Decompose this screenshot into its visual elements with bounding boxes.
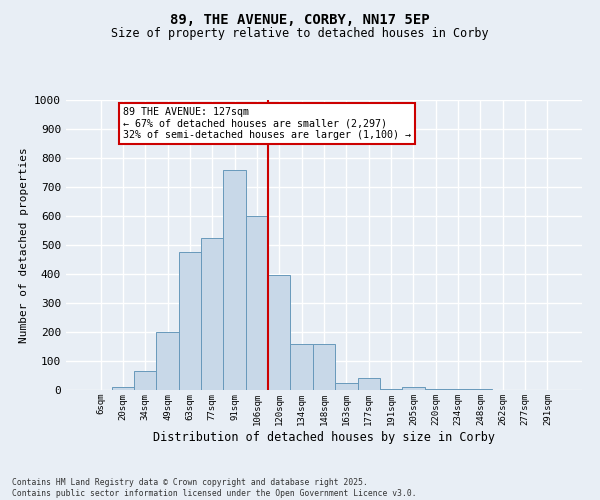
- X-axis label: Distribution of detached houses by size in Corby: Distribution of detached houses by size …: [153, 430, 495, 444]
- Bar: [290, 344, 313, 390]
- Bar: [134, 371, 157, 390]
- Text: 89, THE AVENUE, CORBY, NN17 5EP: 89, THE AVENUE, CORBY, NN17 5EP: [170, 12, 430, 26]
- Bar: [246, 216, 268, 390]
- Bar: [358, 378, 380, 390]
- Text: Contains HM Land Registry data © Crown copyright and database right 2025.
Contai: Contains HM Land Registry data © Crown c…: [12, 478, 416, 498]
- Bar: [335, 383, 358, 390]
- Bar: [201, 238, 223, 390]
- Bar: [223, 170, 246, 390]
- Text: Size of property relative to detached houses in Corby: Size of property relative to detached ho…: [111, 28, 489, 40]
- Text: 89 THE AVENUE: 127sqm
← 67% of detached houses are smaller (2,297)
32% of semi-d: 89 THE AVENUE: 127sqm ← 67% of detached …: [123, 108, 411, 140]
- Bar: [179, 252, 201, 390]
- Bar: [447, 389, 469, 390]
- Bar: [380, 388, 402, 390]
- Y-axis label: Number of detached properties: Number of detached properties: [19, 147, 29, 343]
- Bar: [112, 387, 134, 390]
- Bar: [425, 389, 447, 390]
- Bar: [157, 332, 179, 390]
- Bar: [313, 344, 335, 390]
- Bar: [268, 276, 290, 390]
- Bar: [402, 387, 425, 390]
